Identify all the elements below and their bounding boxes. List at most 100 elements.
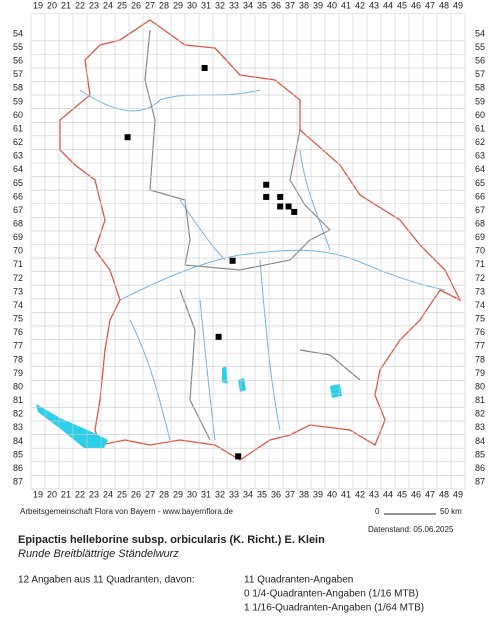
x-label: 46 [411,0,421,10]
x-label: 42 [355,0,365,10]
y-label: 58 [13,83,23,93]
y-label: 81 [13,395,23,405]
x-label: 41 [341,489,351,499]
y-label: 65 [475,178,485,188]
x-label: 30 [187,0,197,10]
y-label: 56 [475,56,485,66]
record-point [263,181,270,188]
state-border [59,19,462,461]
record-point [277,193,284,200]
x-label: 48 [439,0,449,10]
x-label: 23 [89,489,99,499]
y-label: 69 [13,232,23,242]
y-label: 80 [475,381,485,391]
x-label: 38 [299,0,309,10]
y-label: 59 [13,96,23,106]
record-point [215,333,222,340]
y-label: 60 [13,110,23,120]
x-label: 41 [341,0,351,10]
x-label: 36 [271,489,281,499]
x-label: 27 [145,489,155,499]
x-label: 19 [33,489,43,499]
x-label: 26 [131,489,141,499]
y-label: 82 [13,409,23,419]
x-label: 43 [369,0,379,10]
x-label: 22 [75,0,85,10]
x-label: 35 [257,489,267,499]
y-label: 87 [475,477,485,487]
y-label: 69 [475,232,485,242]
y-label: 61 [475,123,485,133]
y-label: 76 [475,327,485,337]
x-label: 25 [117,489,127,499]
x-label: 22 [75,489,85,499]
count: 11 Quadranten-Angaben [244,575,353,586]
date: Datenstand: 05.06.2025 [368,525,454,534]
grid: 19 19 20 20 21 21 22 22 23 23 24 24 25 25 26 26 27 27 28 28… [13,0,485,499]
y-label: 83 [475,422,485,432]
y-label: 61 [13,123,23,133]
x-label: 28 [159,0,169,10]
y-label: 76 [13,327,23,337]
x-label: 39 [313,0,323,10]
x-label: 34 [243,489,253,499]
y-label: 78 [475,354,485,364]
count: 0 1/4-Quadranten-Angaben (1/16 MTB) [244,589,419,600]
y-label: 84 [13,436,23,446]
lakes [36,366,342,448]
x-label: 31 [201,489,211,499]
x-label: 44 [383,0,393,10]
x-label: 49 [453,489,463,499]
x-label: 45 [397,489,407,499]
y-label: 56 [13,56,23,66]
x-label: 23 [89,0,99,10]
record-point [229,257,236,264]
y-label: 67 [13,205,23,215]
y-label: 57 [13,69,23,79]
x-label: 38 [299,489,309,499]
y-label: 85 [13,449,23,459]
x-label: 49 [453,0,463,10]
record-point [263,193,270,200]
y-label: 59 [475,96,485,106]
y-label: 75 [13,314,23,324]
x-label: 20 [47,489,57,499]
x-label: 37 [285,0,295,10]
y-label: 68 [13,218,23,228]
x-label: 31 [201,0,211,10]
record-point [285,203,292,210]
y-label: 58 [475,83,485,93]
x-label: 30 [187,489,197,499]
y-label: 86 [475,463,485,473]
x-label: 36 [271,0,281,10]
x-label: 21 [61,0,71,10]
y-label: 72 [13,273,23,283]
x-label: 46 [411,489,421,499]
y-label: 73 [475,286,485,296]
summary: 12 Angaben aus 11 Quadranten, davon: [18,575,195,586]
y-label: 74 [13,300,23,310]
y-label: 79 [13,368,23,378]
y-label: 79 [475,368,485,378]
y-label: 75 [475,314,485,324]
y-label: 77 [13,341,23,351]
y-label: 78 [13,354,23,364]
title: Epipactis helleborine subsp. orbicularis… [18,534,325,546]
scale-start: 0 [375,507,380,516]
x-label: 24 [103,0,113,10]
y-label: 68 [475,218,485,228]
record-point [235,453,242,460]
y-label: 84 [475,436,485,446]
x-label: 33 [229,0,239,10]
y-label: 70 [475,246,485,256]
x-label: 27 [145,0,155,10]
y-label: 63 [13,151,23,161]
y-label: 70 [13,246,23,256]
x-label: 32 [215,489,225,499]
x-label: 37 [285,489,295,499]
x-label: 48 [439,489,449,499]
x-label: 43 [369,489,379,499]
y-label: 74 [475,300,485,310]
y-label: 71 [13,259,23,269]
